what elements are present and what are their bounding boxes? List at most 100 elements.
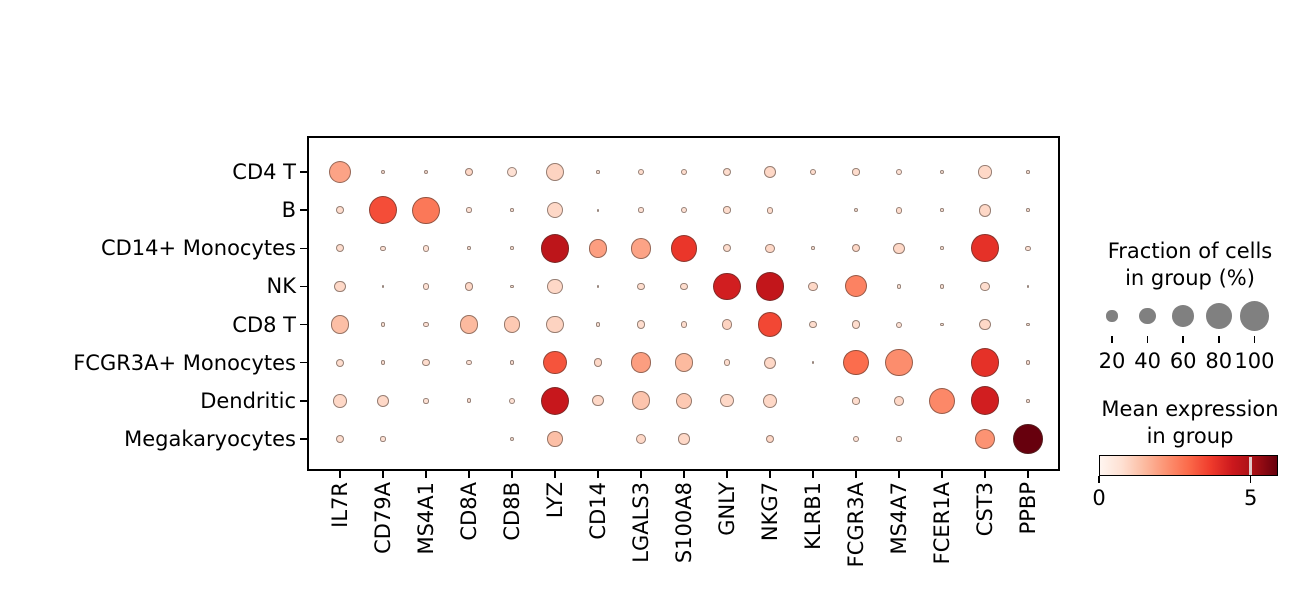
expression-dot: [596, 170, 600, 174]
expression-dot: [459, 315, 479, 334]
size-legend-tick: [1146, 336, 1149, 343]
x-axis-label-cst3: CST3: [973, 482, 997, 537]
expression-dot: [540, 233, 570, 263]
expression-dot: [336, 206, 344, 215]
expression-dot: [333, 393, 347, 408]
expression-dot: [853, 435, 859, 442]
expression-dot: [979, 318, 991, 331]
expression-dot: [546, 201, 564, 219]
size-legend-dot-40: [1139, 307, 1157, 325]
x-axis-label-ms4a1: MS4A1: [414, 482, 438, 555]
expression-dot: [335, 434, 345, 444]
expression-dot: [1026, 285, 1030, 288]
expression-dot: [546, 315, 564, 334]
expression-dot: [423, 321, 429, 328]
size-legend-value: 40: [1134, 349, 1161, 373]
expression-dot: [422, 283, 430, 290]
x-axis-label-lgals3: LGALS3: [629, 482, 653, 563]
expression-dot: [670, 234, 698, 262]
expression-dot: [330, 315, 350, 334]
expression-dot: [893, 242, 905, 254]
expression-dot: [547, 431, 563, 447]
expression-dot: [335, 358, 345, 367]
expression-dot: [380, 245, 386, 251]
expression-dot: [540, 386, 570, 416]
y-axis-label: B: [281, 198, 296, 223]
size-legend-dot-60: [1172, 305, 1194, 327]
expression-dot: [811, 246, 815, 251]
expression-dot: [510, 208, 514, 212]
expression-dot: [970, 386, 1000, 416]
colorbar-tick: [1098, 476, 1100, 483]
x-tick: [382, 471, 384, 478]
expression-dot: [723, 359, 731, 367]
expression-dot: [680, 282, 688, 291]
y-tick: [300, 285, 307, 288]
expression-dot: [592, 395, 604, 407]
colorbar-title-line1: Mean expression: [1101, 397, 1279, 421]
expression-dot: [422, 359, 430, 367]
x-axis-label-cd79a: CD79A: [371, 482, 395, 554]
x-tick: [855, 471, 857, 478]
expression-dot: [844, 275, 868, 298]
expression-dot: [630, 238, 652, 259]
expression-dot: [766, 206, 774, 214]
y-tick: [300, 323, 307, 326]
expression-dot: [885, 349, 913, 377]
size-legend-tick: [1182, 336, 1184, 343]
expression-dot: [1026, 399, 1030, 403]
expression-dot: [851, 320, 861, 329]
expression-dot: [638, 207, 644, 213]
x-tick: [898, 471, 900, 478]
y-tick: [300, 438, 307, 440]
x-axis-label-ms4a7: MS4A7: [887, 482, 911, 555]
y-tick: [300, 171, 307, 173]
expression-dot: [636, 320, 646, 329]
colorbar-tick-label: 0: [1092, 486, 1106, 510]
y-axis-label: CD14+ Monocytes: [100, 236, 296, 261]
x-tick: [941, 471, 943, 478]
y-tick: [300, 209, 307, 211]
size-legend-value: 100: [1234, 349, 1275, 373]
expression-dot: [503, 316, 521, 333]
expression-dot: [380, 360, 386, 366]
x-tick: [339, 471, 341, 478]
x-tick: [683, 471, 685, 478]
expression-dot: [509, 360, 515, 366]
x-tick: [726, 471, 728, 478]
x-tick: [812, 471, 814, 478]
y-tick: [300, 247, 307, 250]
expression-dot: [510, 284, 514, 289]
expression-dot: [423, 398, 429, 404]
expression-dot: [1025, 360, 1031, 366]
expression-dot: [681, 207, 687, 214]
expression-dot: [974, 428, 996, 450]
expression-dot: [334, 280, 346, 292]
x-tick: [769, 471, 771, 478]
expression-dot: [678, 433, 690, 445]
expression-dot: [723, 206, 731, 214]
expression-dot: [978, 165, 992, 179]
expression-dot: [896, 436, 902, 442]
size-legend-dot-80: [1205, 303, 1232, 329]
y-axis-label: FCGR3A+ Monocytes: [73, 350, 296, 375]
expression-dot: [755, 271, 785, 301]
expression-dot: [1026, 170, 1030, 174]
size-legend-value: 60: [1169, 349, 1197, 373]
expression-dot: [808, 281, 818, 292]
expression-dot: [1026, 322, 1030, 327]
x-axis-label-ppbp: PPBP: [1016, 482, 1040, 535]
expression-dot: [722, 244, 732, 253]
expression-dot: [896, 284, 902, 289]
expression-dot: [939, 169, 945, 175]
x-tick: [1027, 471, 1029, 478]
expression-dot: [465, 168, 473, 176]
expression-dot: [809, 168, 817, 176]
expression-dot: [1026, 208, 1030, 212]
x-axis-label-il7r: IL7R: [328, 482, 352, 528]
expression-dot: [328, 160, 352, 184]
expression-dot: [588, 238, 608, 258]
expression-dot: [631, 391, 651, 411]
x-axis-label-fcgr3a: FCGR3A: [844, 482, 868, 568]
